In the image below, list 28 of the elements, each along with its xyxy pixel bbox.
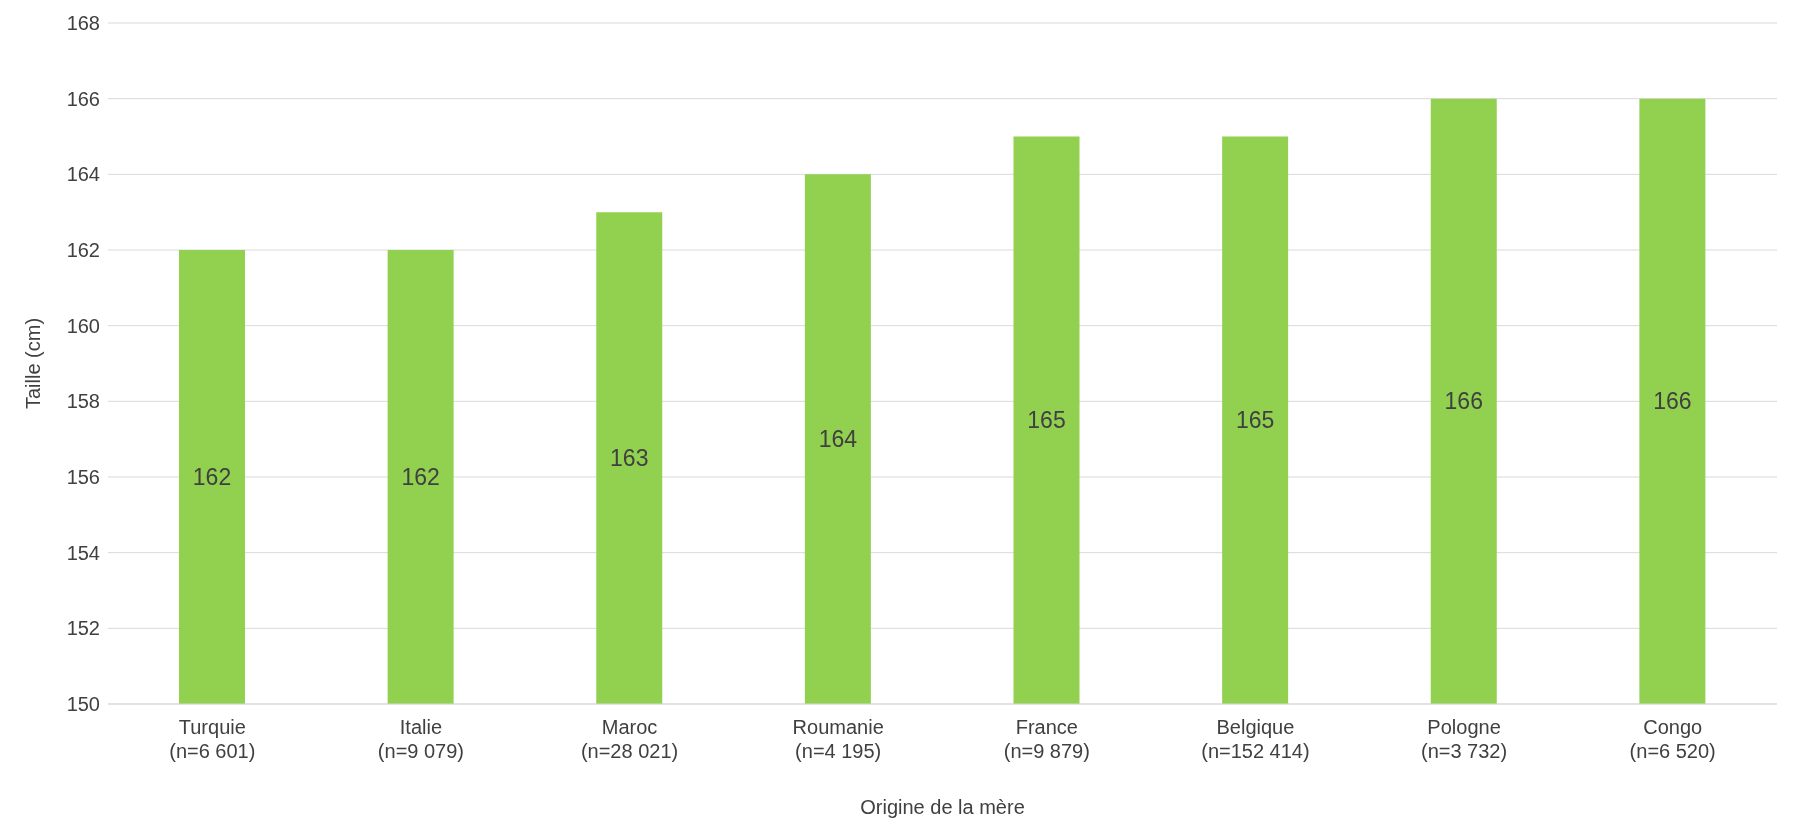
y-tick-label: 168: [66, 12, 100, 35]
y-tick-label: 160: [66, 314, 100, 337]
data-label: 162: [401, 464, 440, 491]
x-tick-label: Roumanie (n=4 195): [792, 716, 884, 762]
y-tick-label: 158: [66, 390, 100, 413]
x-tick-label: Congo (n=6 520): [1629, 716, 1716, 762]
data-label: 165: [1235, 407, 1275, 434]
y-tick-label: 162: [66, 239, 100, 262]
data-label: 163: [610, 445, 649, 472]
y-tick-label: 156: [66, 466, 100, 489]
x-tick-label: Belgique (n=152 414): [1201, 716, 1310, 762]
y-tick-label: 166: [66, 87, 100, 110]
x-tick-label: Maroc (n=28 021): [580, 716, 679, 762]
data-label: 165: [1027, 407, 1066, 434]
y-tick-label: 150: [66, 693, 100, 716]
x-axis-title: Origine de la mère: [860, 796, 1025, 818]
x-tick-label: Pologne (n=3 732): [1420, 716, 1508, 762]
data-label: 166: [1444, 388, 1483, 415]
data-label: 166: [1653, 388, 1692, 415]
x-tick-label: France (n=9 879): [1003, 716, 1090, 762]
y-tick-label: 164: [66, 163, 100, 186]
y-axis-title: Taille (cm): [22, 317, 45, 410]
data-label: 162: [192, 464, 232, 491]
y-tick-label: 154: [66, 541, 100, 564]
x-tick-label: Turquie (n=6 601): [169, 716, 256, 762]
y-tick-label: 152: [66, 617, 100, 640]
x-tick-label: Italie (n=9 079): [377, 716, 465, 762]
data-label: 164: [818, 426, 858, 453]
